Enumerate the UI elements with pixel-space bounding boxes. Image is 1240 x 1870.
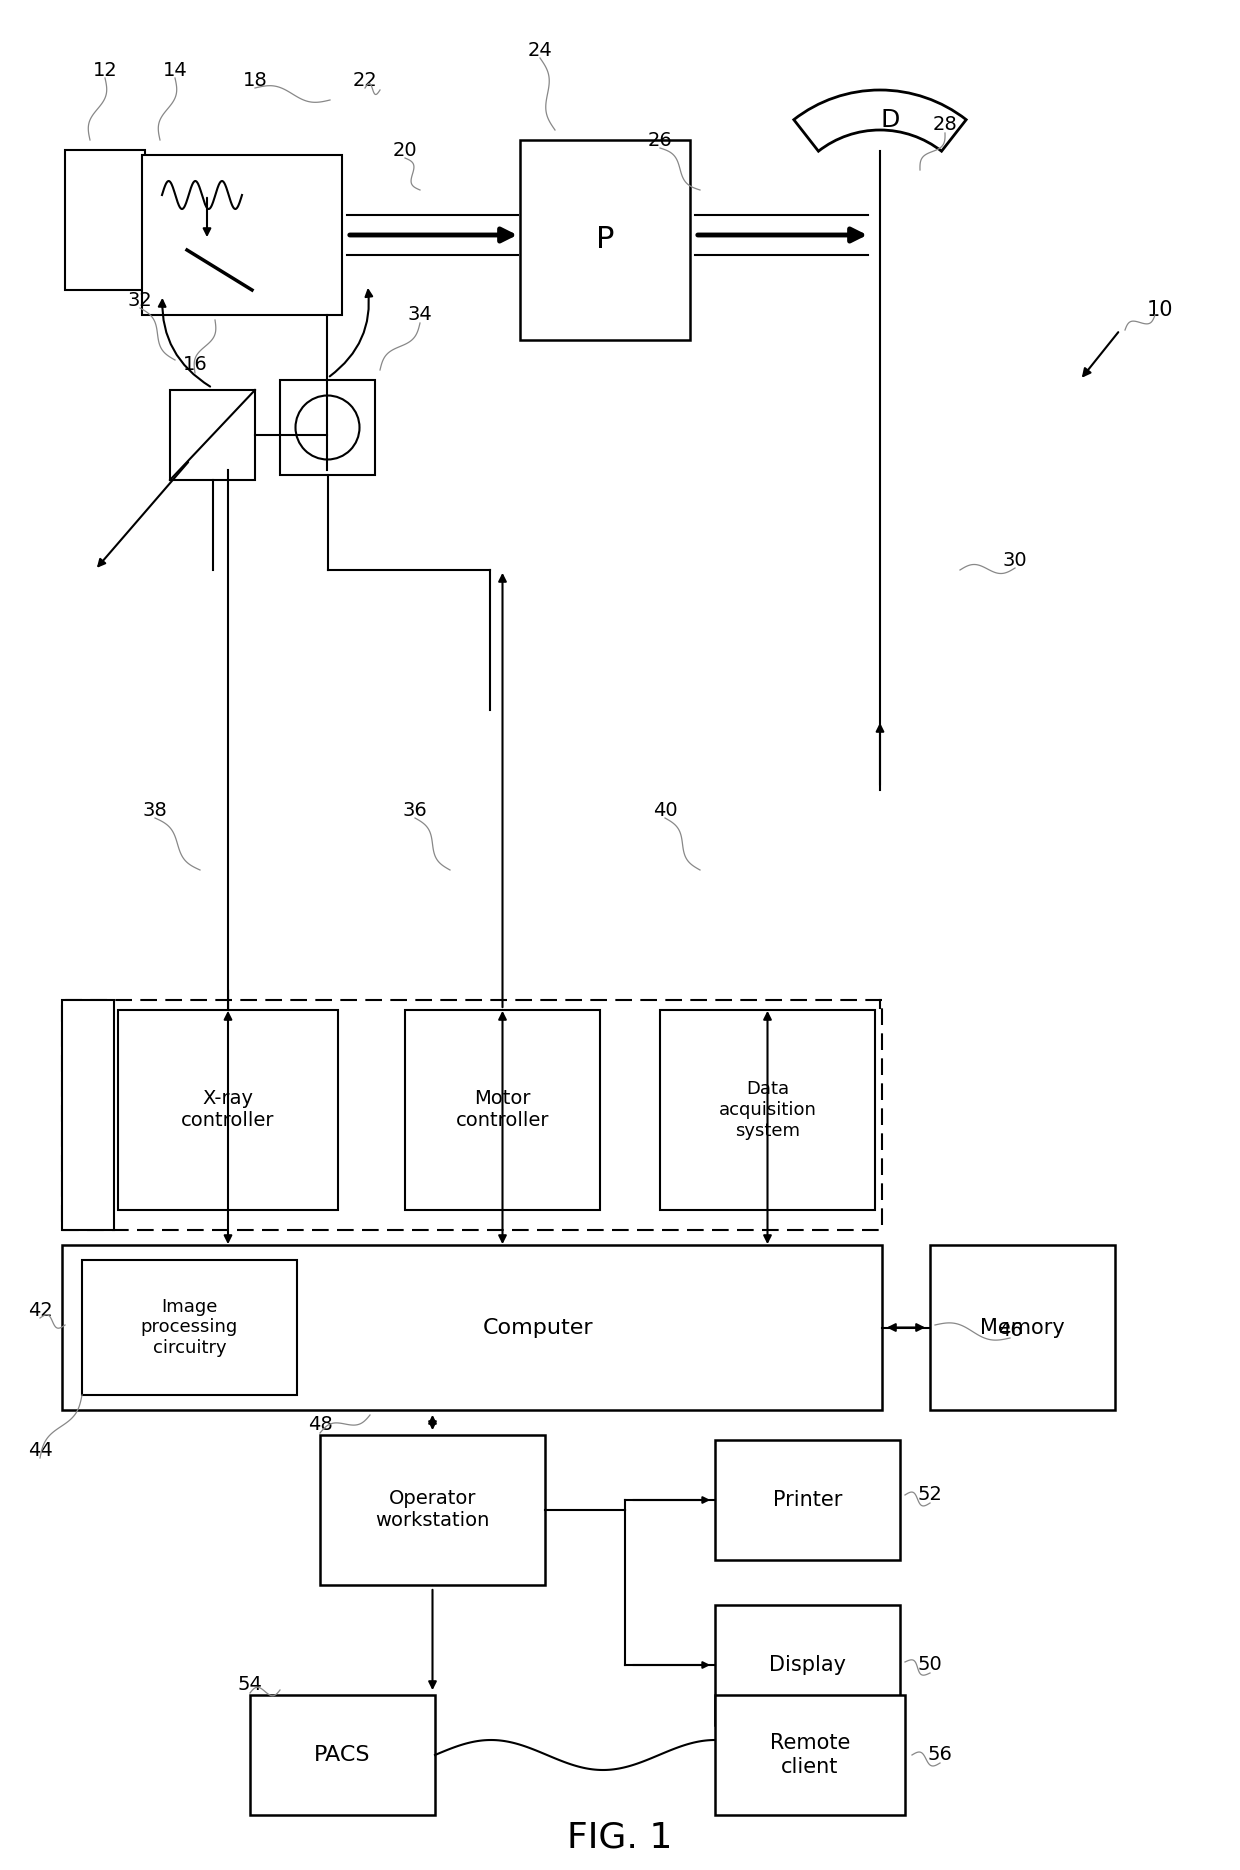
Text: 56: 56 bbox=[928, 1745, 952, 1765]
Text: 46: 46 bbox=[998, 1320, 1022, 1339]
Bar bbox=[715, 1694, 905, 1816]
Bar bbox=[715, 1440, 900, 1560]
Text: P: P bbox=[595, 226, 614, 254]
Bar bbox=[930, 1245, 1115, 1410]
Text: 18: 18 bbox=[243, 71, 268, 90]
Bar bbox=[660, 1010, 875, 1210]
Bar bbox=[405, 1010, 600, 1210]
Wedge shape bbox=[794, 90, 966, 151]
Text: 42: 42 bbox=[27, 1300, 52, 1320]
Text: 44: 44 bbox=[27, 1440, 52, 1459]
Bar bbox=[118, 1010, 339, 1210]
Text: Image
processing
circuitry: Image processing circuitry bbox=[141, 1298, 238, 1358]
Text: 10: 10 bbox=[1147, 299, 1173, 320]
Text: 30: 30 bbox=[1003, 550, 1027, 570]
Bar bbox=[62, 1000, 114, 1230]
Text: Display: Display bbox=[769, 1655, 846, 1676]
Text: Memory: Memory bbox=[980, 1318, 1065, 1337]
Text: 24: 24 bbox=[528, 41, 552, 60]
Bar bbox=[280, 380, 374, 475]
Text: 28: 28 bbox=[932, 116, 957, 135]
Bar bbox=[62, 1000, 882, 1230]
Text: 40: 40 bbox=[652, 800, 677, 819]
Text: 54: 54 bbox=[238, 1676, 263, 1694]
Text: 50: 50 bbox=[918, 1655, 942, 1674]
Text: 36: 36 bbox=[403, 800, 428, 819]
Text: Operator
workstation: Operator workstation bbox=[376, 1490, 490, 1530]
Text: 32: 32 bbox=[128, 290, 153, 310]
Text: 20: 20 bbox=[393, 140, 418, 159]
Text: 16: 16 bbox=[182, 355, 207, 374]
Text: 38: 38 bbox=[143, 800, 167, 819]
Text: 52: 52 bbox=[918, 1485, 942, 1505]
Text: 22: 22 bbox=[352, 71, 377, 90]
Text: X-ray
controller: X-ray controller bbox=[181, 1090, 275, 1131]
Bar bbox=[62, 1245, 882, 1410]
Text: D: D bbox=[880, 108, 900, 133]
Bar bbox=[82, 1260, 298, 1395]
Bar bbox=[320, 1434, 546, 1586]
Bar bbox=[715, 1604, 900, 1724]
Text: 14: 14 bbox=[162, 60, 187, 80]
Text: Data
acquisition
system: Data acquisition system bbox=[718, 1081, 816, 1141]
Text: 34: 34 bbox=[408, 305, 433, 325]
Bar bbox=[250, 1694, 435, 1816]
Text: Computer: Computer bbox=[482, 1318, 593, 1337]
Bar bbox=[143, 155, 342, 314]
Bar bbox=[64, 150, 145, 290]
Text: FIG. 1: FIG. 1 bbox=[568, 1821, 672, 1855]
Text: 48: 48 bbox=[308, 1416, 332, 1434]
Text: PACS: PACS bbox=[314, 1745, 371, 1765]
Bar bbox=[520, 140, 689, 340]
Text: 26: 26 bbox=[647, 131, 672, 150]
Bar bbox=[170, 391, 255, 481]
Text: Motor
controller: Motor controller bbox=[456, 1090, 549, 1131]
Text: 12: 12 bbox=[93, 60, 118, 80]
Text: Remote
client: Remote client bbox=[770, 1733, 851, 1776]
Text: Printer: Printer bbox=[773, 1490, 842, 1509]
